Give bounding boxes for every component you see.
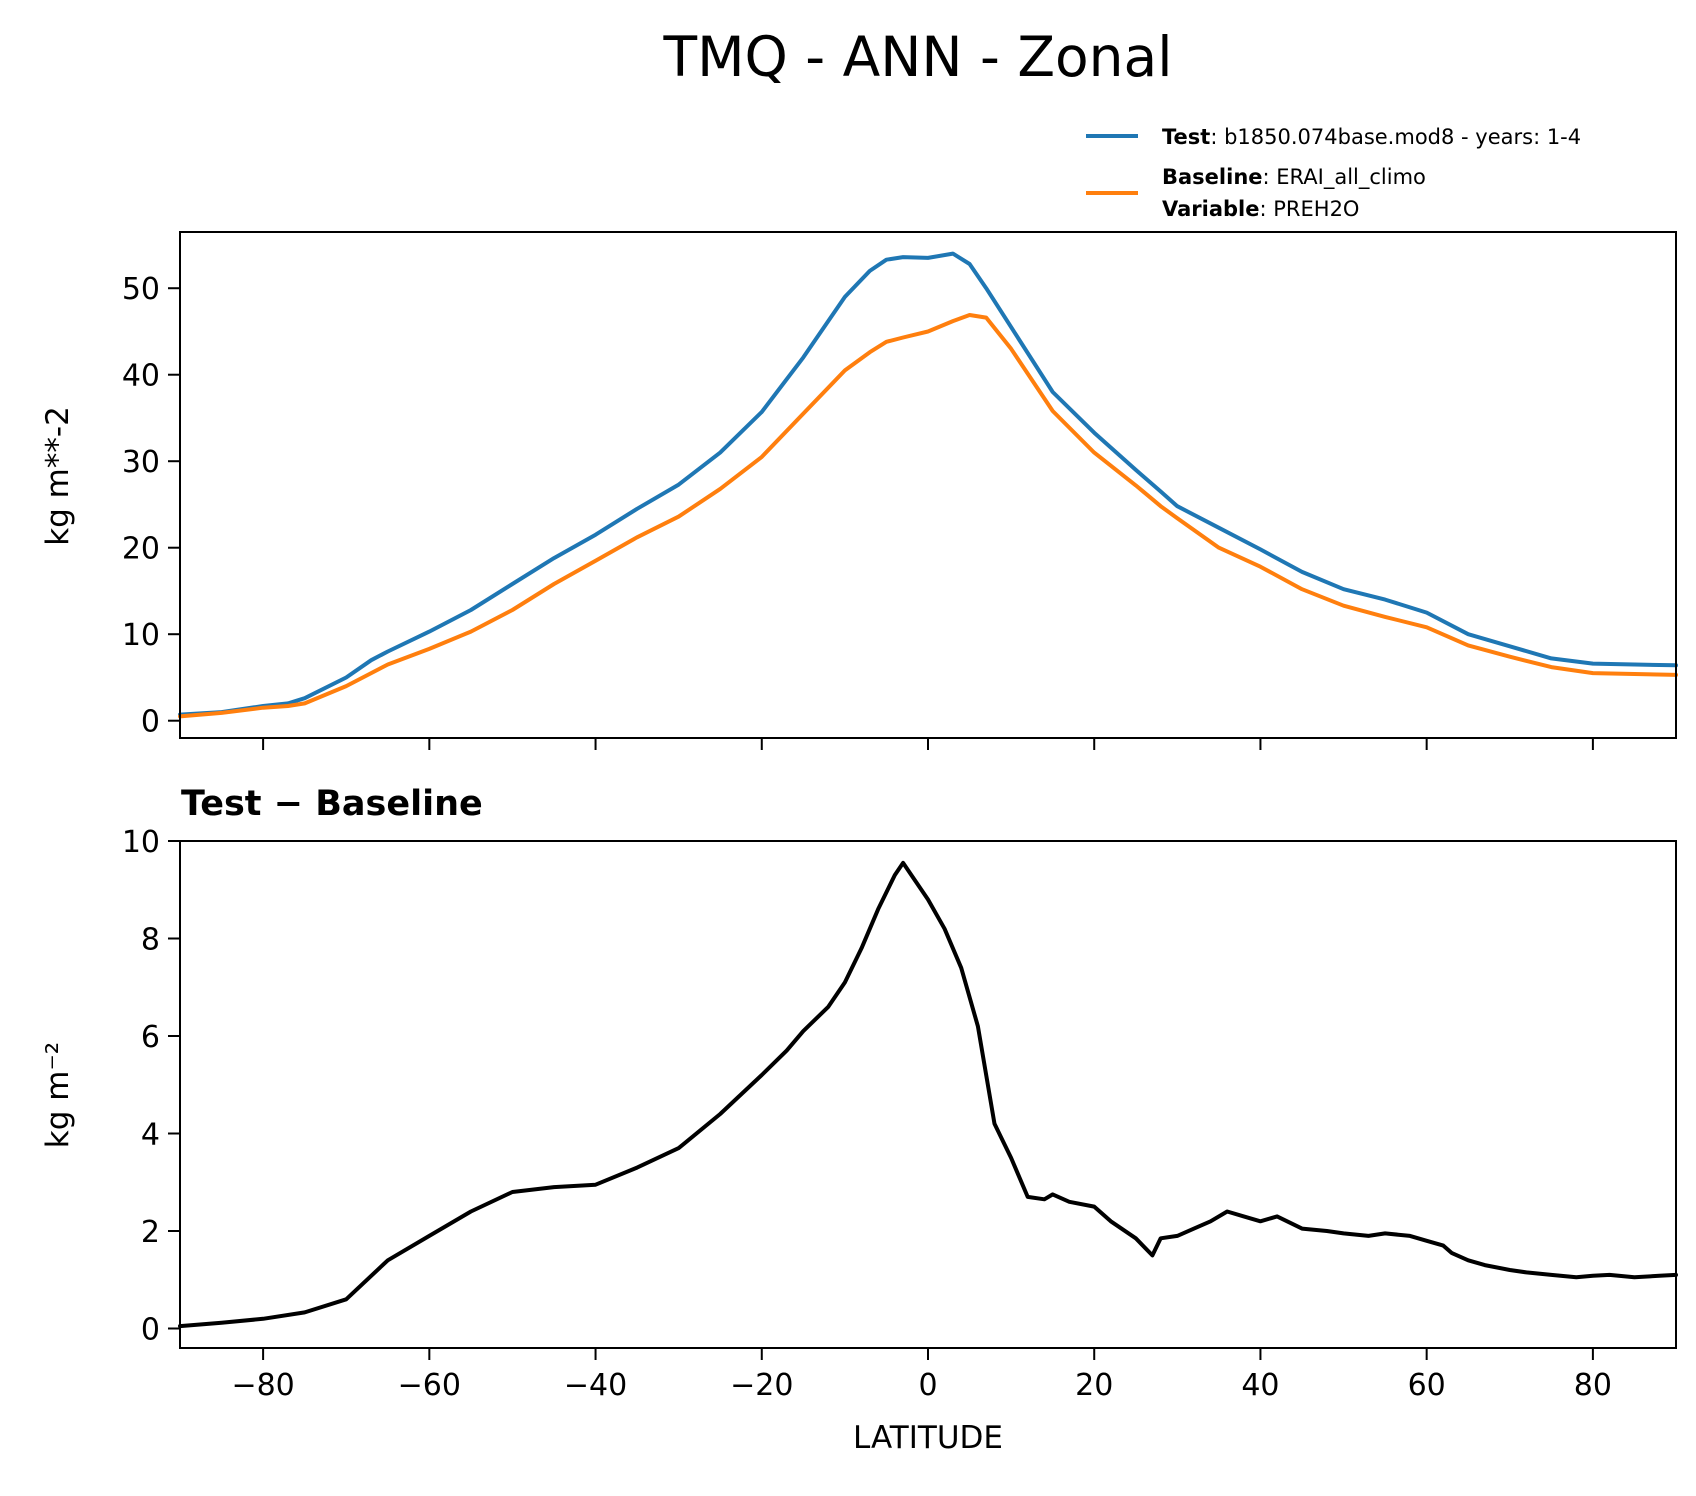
- top-x-ticks: [262, 738, 1594, 750]
- bottom-y-tick-label: 0: [141, 1313, 160, 1348]
- top-y-tick-label: 50: [122, 272, 160, 307]
- bottom-y-tick-label: 8: [141, 923, 160, 958]
- bottom-x-ticks: −80 −60 −40 −20 0 20 40 60 80: [231, 1348, 1612, 1403]
- bottom-panel: Test − Baseline 0 2 4 6 8 10 −80 −60 −40 −20 0 20 4…: [40, 784, 1678, 1456]
- bottom-y-ticks: 0 2 4 6 8 10: [122, 825, 180, 1348]
- bottom-y-tick-label: 10: [122, 825, 160, 860]
- top-y-tick-label: 20: [122, 532, 160, 567]
- bottom-y-axis-label: kg m⁻²: [40, 1042, 76, 1148]
- x-tick-label: 60: [1408, 1368, 1446, 1403]
- top-y-tick-label: 0: [141, 705, 160, 740]
- x-tick-label: −60: [398, 1368, 461, 1403]
- chart-title: TMQ - ANN - Zonal: [662, 25, 1172, 89]
- top-axes-frame: [179, 231, 1677, 739]
- x-tick-label: −80: [231, 1368, 294, 1403]
- baseline-series-line: [178, 313, 1678, 719]
- x-tick-label: 20: [1075, 1368, 1113, 1403]
- bottom-y-tick-label: 4: [141, 1118, 160, 1153]
- x-axis-label: LATITUDE: [853, 1420, 1003, 1456]
- bottom-series: [178, 860, 1678, 1329]
- bottom-panel-title: Test − Baseline: [181, 784, 483, 824]
- difference-series-line: [178, 860, 1678, 1329]
- legend-variable-entry: Variable: PREH2O: [1162, 197, 1359, 221]
- legend: Test: b1850.074base.mod8 - years: 1-4 Ba…: [1086, 125, 1581, 221]
- top-series: [178, 251, 1678, 719]
- test-series-line: [178, 251, 1678, 717]
- x-tick-label: 40: [1241, 1368, 1279, 1403]
- top-y-tick-label: 10: [122, 618, 160, 653]
- x-tick-label: −40: [564, 1368, 627, 1403]
- legend-test-entry: Test: b1850.074base.mod8 - years: 1-4: [1162, 125, 1581, 149]
- bottom-y-tick-label: 2: [141, 1215, 160, 1250]
- bottom-y-tick-label: 6: [141, 1020, 160, 1055]
- top-y-tick-label: 40: [122, 359, 160, 394]
- bottom-axes-frame: [179, 840, 1677, 1349]
- x-tick-label: 80: [1574, 1368, 1612, 1403]
- top-panel: 0 10 20 30 40 50 kg m**-2: [40, 231, 1678, 750]
- legend-baseline-entry: Baseline: ERAI_all_climo: [1162, 165, 1426, 190]
- x-tick-label: −20: [730, 1368, 793, 1403]
- top-y-axis-label: kg m**-2: [40, 406, 76, 546]
- top-y-ticks: 0 10 20 30 40 50: [122, 272, 180, 740]
- top-y-tick-label: 30: [122, 445, 160, 480]
- x-tick-label: 0: [918, 1368, 937, 1403]
